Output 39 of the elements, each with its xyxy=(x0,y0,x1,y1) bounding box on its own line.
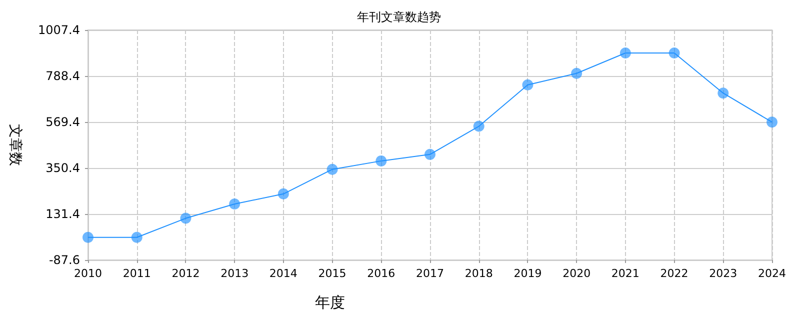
point xyxy=(668,47,680,58)
x-tick-label: 2019 xyxy=(514,267,542,280)
point xyxy=(766,116,778,128)
point xyxy=(326,164,338,175)
point xyxy=(571,68,582,79)
x-tick-label: 2014 xyxy=(269,267,298,280)
point xyxy=(229,198,240,210)
point xyxy=(376,155,387,166)
x-tick-label: 2017 xyxy=(416,267,444,280)
x-tick-label: 2024 xyxy=(758,267,786,280)
x-tick-label: 2018 xyxy=(464,267,493,280)
y-tick-label: 350.4 xyxy=(46,161,80,175)
chart-title: 年刊文章数趋势 xyxy=(357,10,441,24)
x-tick-label: 2015 xyxy=(318,267,346,280)
x-tick-label: 2020 xyxy=(562,267,591,280)
point xyxy=(180,212,192,224)
x-tick-label: 2013 xyxy=(220,267,249,280)
point xyxy=(522,79,534,90)
x-tick-label: 2010 xyxy=(74,267,102,280)
x-tick-label: 2016 xyxy=(367,267,396,280)
x-tick-label: 2011 xyxy=(122,267,151,280)
x-tick-label: 2012 xyxy=(172,267,200,280)
y-tick-label: 788.4 xyxy=(46,69,80,83)
point xyxy=(278,188,289,200)
y-axis-title: 文章数 xyxy=(7,124,23,166)
point xyxy=(473,120,484,132)
point xyxy=(620,47,631,58)
y-tick-label: -87.6 xyxy=(48,253,80,267)
point xyxy=(131,232,142,243)
x-tick-label: 2023 xyxy=(709,267,738,280)
point xyxy=(718,88,729,99)
y-tick-label: 131.4 xyxy=(46,207,80,221)
y-tick-label: 1007.4 xyxy=(38,23,80,37)
point xyxy=(82,232,94,243)
y-tick-label: 569.4 xyxy=(46,115,80,129)
x-tick-label: 2021 xyxy=(611,267,640,280)
x-tick-label: 2022 xyxy=(660,267,688,280)
point xyxy=(424,148,436,160)
x-axis-title: 年度 xyxy=(315,294,345,312)
